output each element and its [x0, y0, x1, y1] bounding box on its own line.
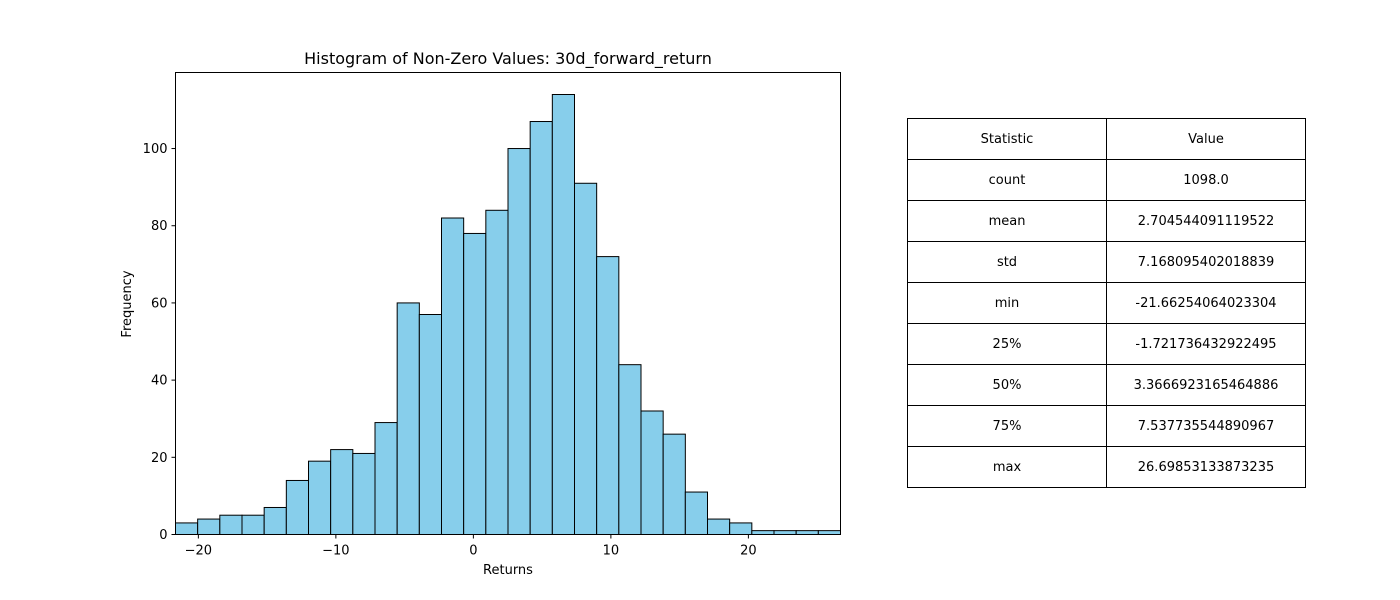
histogram-bar: [507, 148, 531, 535]
histogram-bar: [795, 530, 819, 536]
histogram-bar: [684, 491, 708, 535]
statistics-table: Statistic Value count 1098.0 mean 2.704544091…: [907, 118, 1306, 488]
y-axis-ticks: 0 20 40 60 80 100: [143, 142, 176, 543]
histogram-bar: [374, 422, 398, 536]
histogram-bar: [352, 452, 376, 535]
histogram-bar: [707, 518, 731, 535]
table-row: mean 2.704544091119522: [907, 200, 1306, 242]
statistic-name-cell: 25%: [907, 323, 1107, 365]
histogram-bar: [418, 314, 443, 535]
table-row: 50% 3.3666923165464886: [907, 364, 1306, 406]
y-tick-label: 80: [151, 219, 168, 234]
statistic-name-cell: max: [907, 446, 1107, 488]
y-tick-label: 60: [151, 296, 168, 311]
statistic-name-cell: 50%: [907, 364, 1107, 406]
histogram-bar: [817, 530, 841, 536]
histogram-bar: [330, 449, 354, 535]
y-tick-label: 0: [159, 528, 167, 543]
histogram-bar: [596, 256, 620, 535]
table-row: count 1098.0: [907, 159, 1306, 201]
y-tick-label: 100: [143, 142, 168, 157]
statistic-value-cell: 2.704544091119522: [1106, 200, 1306, 242]
histogram-bar: [640, 410, 664, 536]
y-tick-label: 40: [151, 374, 168, 389]
histogram-chart: Histogram of Non-Zero Values: 30d_forwar…: [120, 49, 841, 578]
x-axis-ticks: −20 −10 0 10 20: [185, 534, 757, 559]
histogram-bar: [485, 209, 509, 536]
x-tick-label: −20: [185, 544, 212, 559]
histogram-bar: [241, 514, 265, 536]
statistic-name-cell: min: [907, 282, 1107, 324]
histogram-bar: [529, 121, 553, 535]
plot-frame: [175, 72, 841, 535]
histogram-bar: [551, 94, 575, 535]
y-axis-label: Frequency: [120, 270, 135, 337]
statistic-value-cell: -1.721736432922495: [1106, 323, 1306, 365]
header-cell-statistic: Statistic: [907, 118, 1107, 160]
statistic-name-cell: count: [907, 159, 1107, 201]
histogram-bars: [175, 94, 841, 536]
table-row: 25% -1.721736432922495: [907, 323, 1306, 365]
histogram-bar: [441, 217, 465, 536]
statistic-name-cell: std: [907, 241, 1107, 283]
histogram-bar: [773, 530, 797, 536]
statistic-value-cell: 7.537735544890967: [1106, 405, 1306, 447]
statistic-name-cell: 75%: [907, 405, 1107, 447]
table-row: min -21.66254064023304: [907, 282, 1306, 324]
statistic-value-cell: 7.168095402018839: [1106, 241, 1306, 283]
histogram-bar: [263, 506, 287, 535]
x-tick-label: 10: [603, 544, 620, 559]
x-tick-label: 20: [740, 544, 757, 559]
table-row: 75% 7.537735544890967: [907, 405, 1306, 447]
statistic-value-cell: 26.69853133873235: [1106, 446, 1306, 488]
histogram-bar: [285, 479, 310, 535]
histogram-bar: [197, 518, 221, 535]
statistic-value-cell: 3.3666923165464886: [1106, 364, 1306, 406]
histogram-bar: [618, 364, 642, 535]
histogram-bar: [574, 182, 598, 535]
statistic-value-cell: 1098.0: [1106, 159, 1306, 201]
histogram-bar: [396, 302, 420, 535]
x-tick-label: −10: [322, 544, 349, 559]
histogram-bar: [751, 530, 775, 536]
header-cell-value: Value: [1106, 118, 1306, 160]
histogram-bar: [175, 522, 199, 536]
histogram-bar: [662, 433, 686, 535]
histogram-bar: [729, 522, 753, 536]
table-row: std 7.168095402018839: [907, 241, 1306, 283]
table-header-row: Statistic Value: [907, 118, 1306, 160]
histogram-bar: [308, 460, 332, 535]
x-axis-label: Returns: [483, 563, 533, 578]
statistic-value-cell: -21.66254064023304: [1106, 282, 1306, 324]
histogram-bar: [463, 232, 487, 536]
y-tick-label: 20: [151, 451, 168, 466]
statistic-name-cell: mean: [907, 200, 1107, 242]
histogram-bar: [219, 514, 243, 536]
chart-title: Histogram of Non-Zero Values: 30d_forwar…: [304, 49, 712, 69]
x-tick-label: 0: [469, 544, 477, 559]
table-row: max 26.69853133873235: [907, 446, 1306, 488]
